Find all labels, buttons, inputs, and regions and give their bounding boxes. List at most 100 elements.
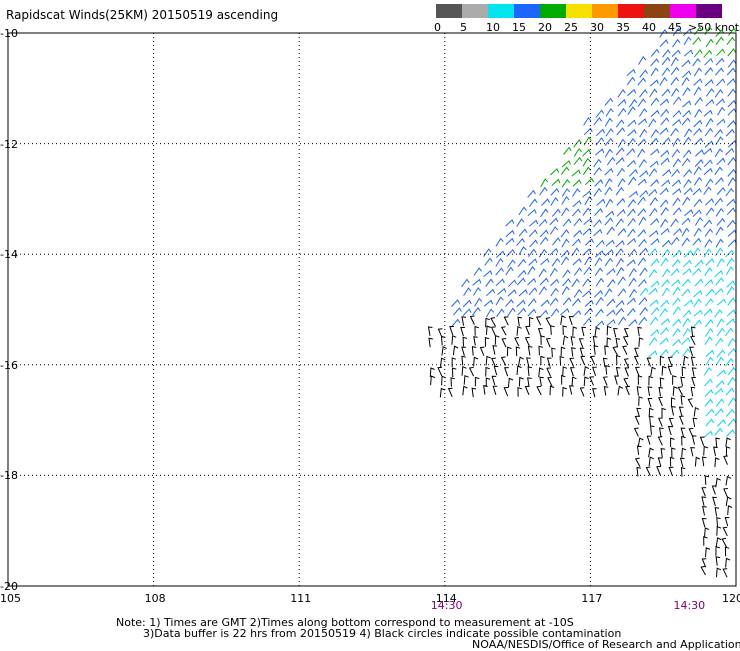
- wind-barb: [649, 316, 659, 326]
- wind-barb: [590, 355, 596, 365]
- wind-barb: [692, 247, 701, 257]
- scale-label: 0: [434, 21, 441, 34]
- scale-label: 30: [590, 21, 604, 34]
- wind-barb: [485, 377, 491, 388]
- wind-barb: [681, 157, 691, 167]
- wind-barb: [582, 149, 592, 157]
- wind-barb: [538, 268, 547, 278]
- wind-barb: [671, 259, 681, 268]
- wind-barb: [682, 136, 692, 146]
- wind-barb: [660, 327, 669, 336]
- wind-barb: [484, 257, 493, 266]
- wind-barb: [703, 219, 713, 228]
- wind-barb: [495, 267, 504, 276]
- wind-barb: [648, 456, 655, 467]
- wind-barb: [692, 57, 701, 67]
- scale-label: 15: [512, 21, 526, 34]
- wind-barb: [627, 106, 636, 115]
- wind-barb: [503, 387, 509, 397]
- wind-barb: [660, 117, 670, 126]
- wind-barb: [725, 408, 735, 417]
- wind-barb: [474, 376, 480, 387]
- scale-label: 35: [616, 21, 630, 34]
- wind-barb: [716, 419, 726, 427]
- wind-barb: [580, 355, 586, 366]
- wind-barb: [704, 26, 713, 36]
- wind-barb: [579, 347, 585, 357]
- wind-barb: [562, 335, 569, 346]
- scale-swatch: [566, 4, 592, 18]
- wind-barb: [649, 197, 658, 206]
- wind-barb: [660, 257, 669, 267]
- wind-barb: [680, 395, 686, 405]
- wind-barb: [582, 157, 591, 167]
- wind-barb: [671, 406, 676, 416]
- wind-barb: [681, 237, 690, 247]
- scale-swatch: [540, 4, 566, 18]
- wind-barb: [485, 317, 490, 328]
- wind-barb: [517, 316, 523, 327]
- wind-barb: [485, 355, 491, 366]
- wind-barb: [615, 366, 621, 377]
- wind-barb: [524, 385, 530, 396]
- wind-barb: [551, 347, 556, 358]
- wind-barb: [606, 337, 612, 348]
- wind-barb: [447, 387, 453, 398]
- wind-barb: [637, 326, 642, 337]
- wind-barb: [572, 298, 581, 307]
- wind-barb: [527, 189, 536, 198]
- wind-barb: [704, 398, 714, 407]
- wind-barb: [578, 338, 584, 348]
- wind-barb: [497, 287, 507, 295]
- wind-barb: [627, 307, 636, 317]
- wind-barb: [549, 267, 558, 277]
- wind-barb: [727, 505, 733, 515]
- wind-barb: [516, 237, 525, 246]
- wind-barb: [507, 377, 514, 388]
- wind-barb: [694, 259, 704, 268]
- wind-barb: [714, 507, 720, 517]
- wind-barb: [468, 366, 475, 377]
- wind-barb: [639, 170, 649, 178]
- wind-barb: [486, 288, 496, 297]
- wind-barb: [637, 208, 647, 217]
- wind-barb: [451, 318, 461, 327]
- wind-barb: [561, 195, 570, 205]
- wind-barb: [648, 407, 654, 418]
- wind-barb: [501, 338, 507, 348]
- wind-barb: [671, 49, 681, 57]
- wind-barb: [451, 357, 457, 368]
- wind-barb: [560, 229, 570, 238]
- wind-barb: [638, 108, 648, 117]
- lat-label: -16: [0, 358, 18, 372]
- wind-barb: [672, 228, 683, 236]
- wind-barb: [617, 89, 626, 98]
- wind-barb: [628, 267, 637, 277]
- wind-barb: [517, 269, 527, 278]
- wind-barb: [703, 167, 713, 176]
- wind-barb: [704, 140, 714, 148]
- wind-barb: [701, 558, 707, 568]
- wind-barb: [615, 258, 624, 267]
- wind-barb: [648, 188, 658, 197]
- wind-barb: [636, 466, 642, 477]
- wind-barb: [705, 38, 714, 48]
- wind-barb: [474, 297, 483, 307]
- wind-barb: [539, 236, 549, 245]
- wind-barb: [627, 237, 637, 246]
- wind-barb: [605, 210, 615, 218]
- wind-barb: [584, 299, 594, 307]
- wind-barb: [485, 308, 495, 318]
- wind-barb: [538, 286, 547, 295]
- wind-barb: [623, 328, 629, 338]
- wind-barb: [505, 298, 514, 308]
- wind-barb: [527, 308, 537, 317]
- wind-barb: [723, 488, 728, 498]
- wind-barb: [551, 257, 561, 267]
- wind-barb: [604, 148, 613, 158]
- wind-barb: [715, 398, 725, 407]
- wind-barb: [507, 259, 516, 268]
- wind-barb: [507, 307, 516, 317]
- wind-barb: [627, 208, 636, 217]
- wind-barb: [440, 357, 446, 368]
